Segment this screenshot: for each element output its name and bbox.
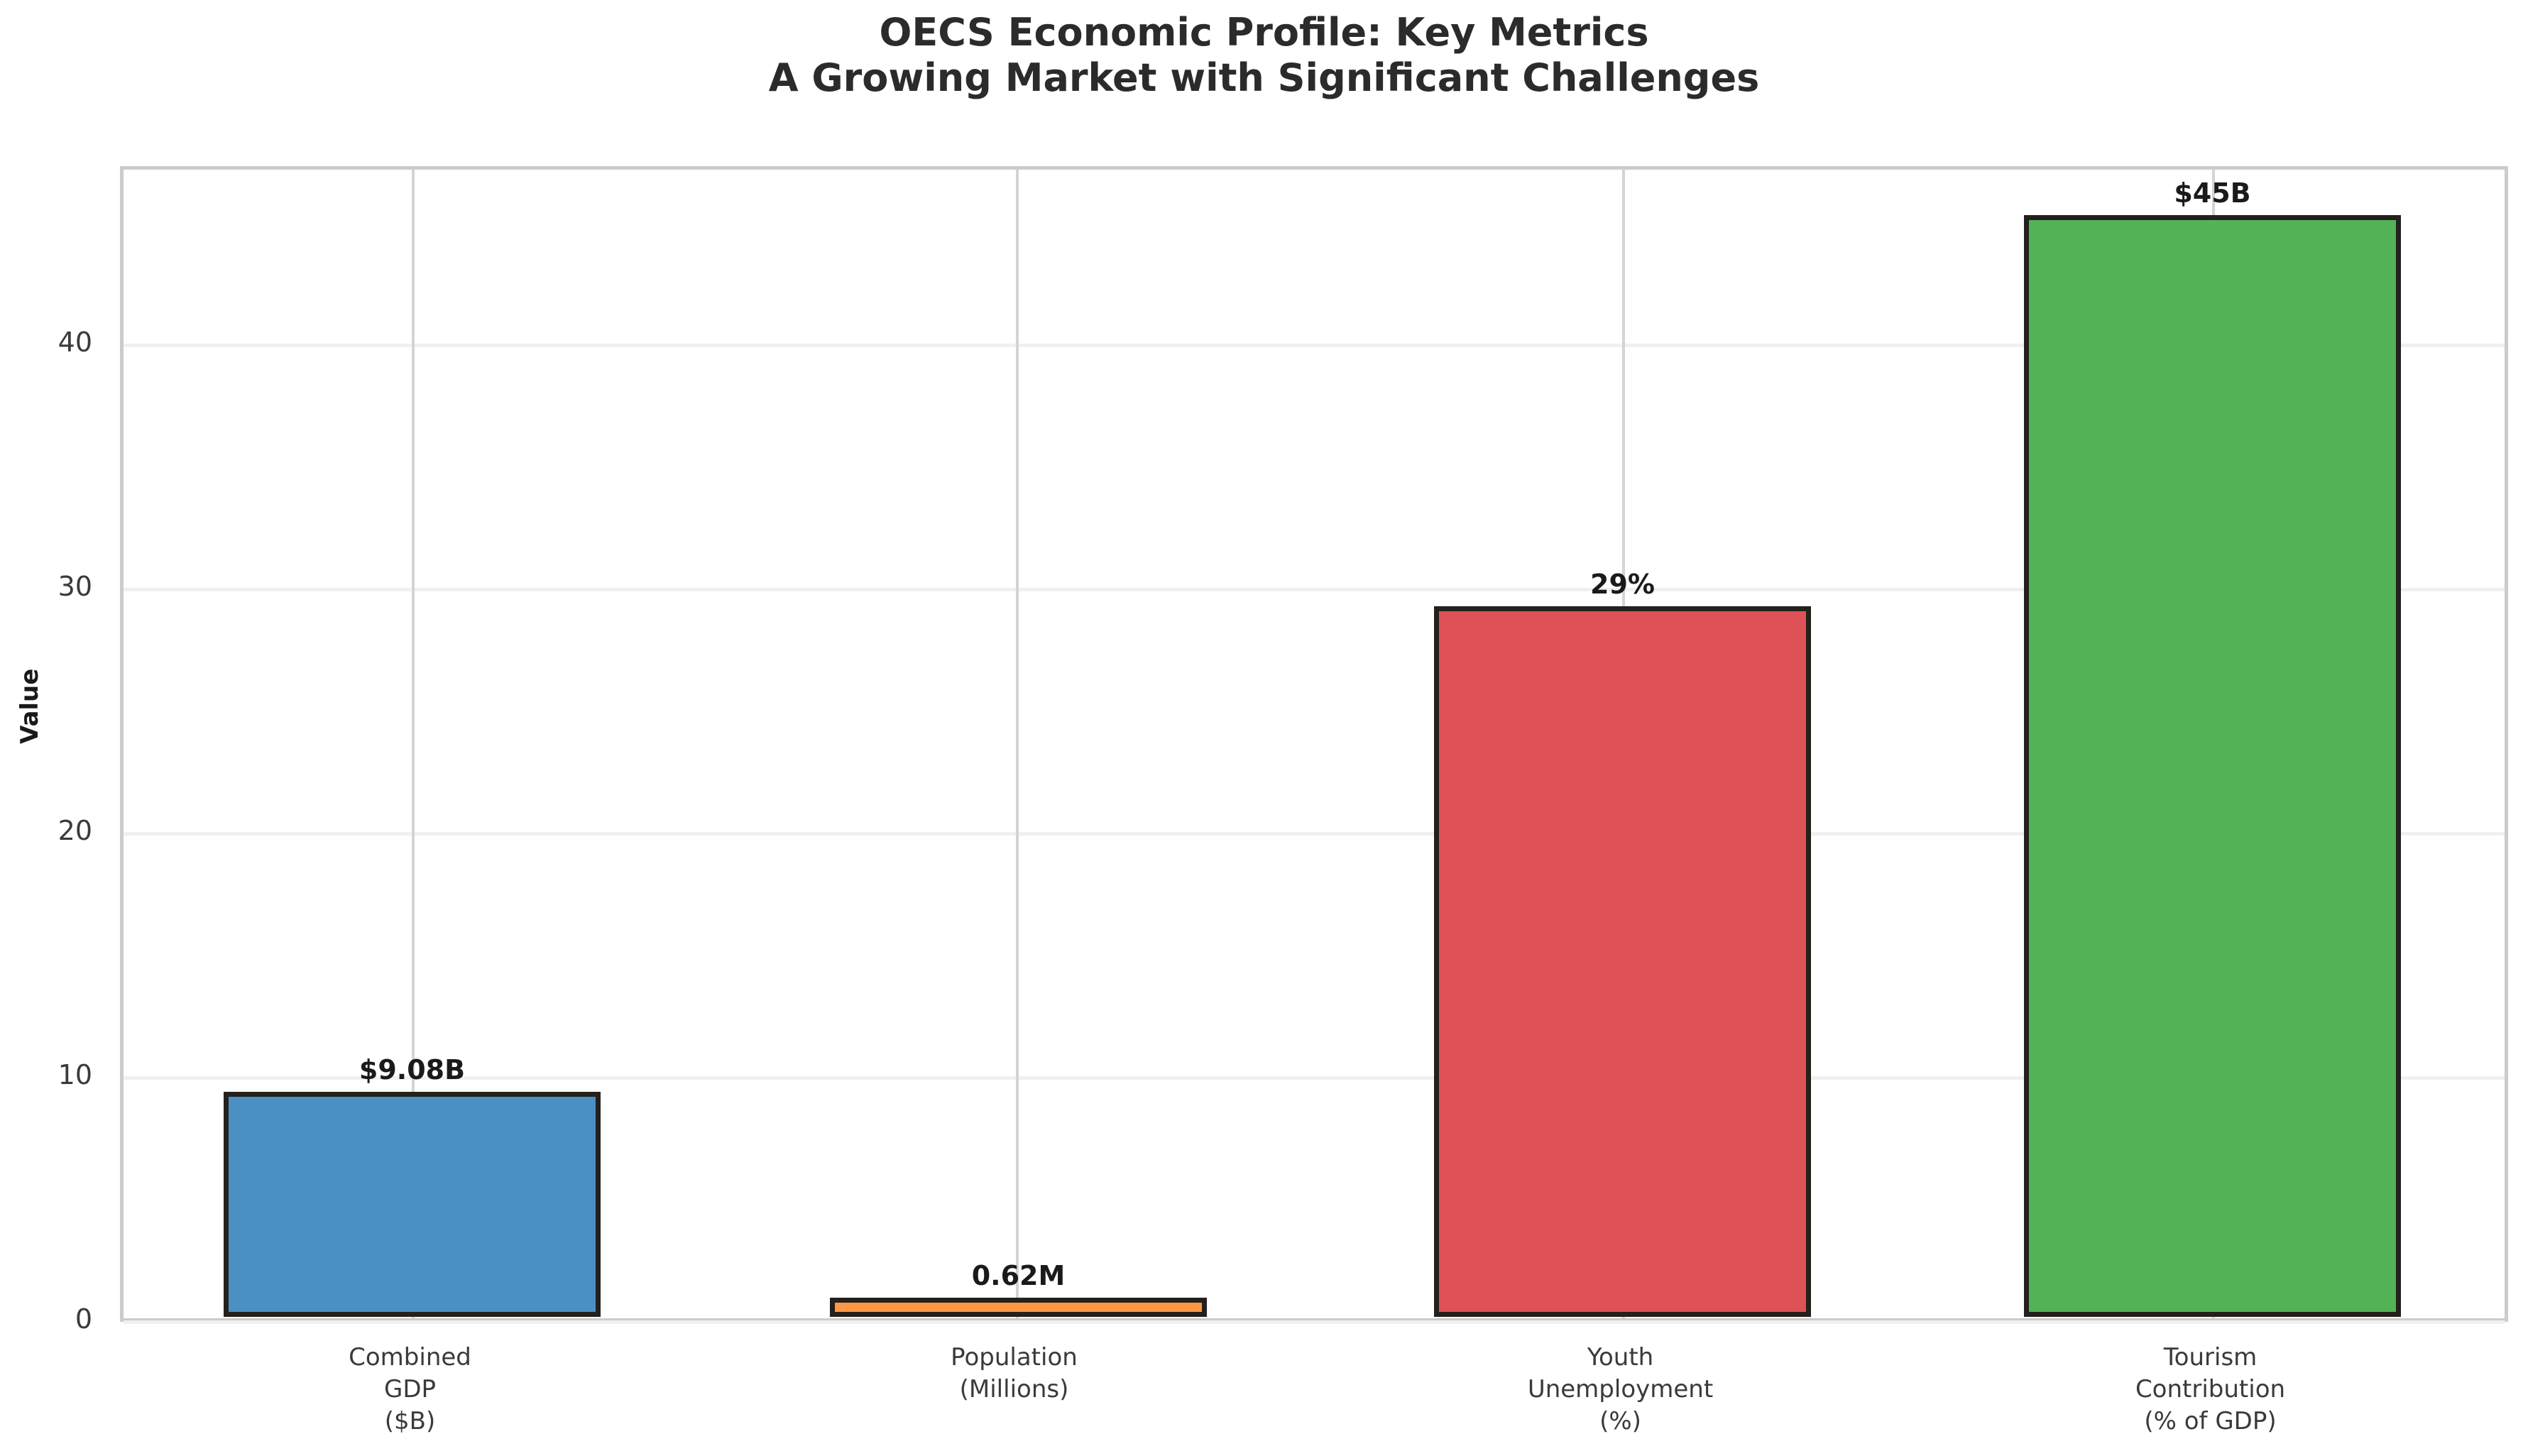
x-tick-label-combined-gdp: Combined GDP ($B): [221, 1342, 598, 1438]
x-tick-line-1: Combined: [349, 1343, 471, 1372]
x-tick-line-1: Youth: [1587, 1343, 1654, 1372]
y-tick-label-0: 0: [75, 1303, 92, 1335]
gridline-y-40: [124, 344, 2505, 347]
x-tick-line-2: Contribution: [2135, 1375, 2286, 1404]
gridline-y-0: [124, 1320, 2505, 1324]
chart-title: OECS Economic Profile: Key Metrics A Gro…: [0, 0, 2528, 100]
x-tick-line-3: (%): [1599, 1407, 1641, 1436]
bar-value-label-tourism-contribution: $45B: [2174, 177, 2251, 209]
plot-inner: $9.08B 0.62M 29% $45B: [124, 170, 2505, 1324]
y-tick-label-20: 20: [58, 815, 92, 846]
x-tick-line-2: Unemployment: [1527, 1375, 1714, 1404]
y-tick-label-30: 30: [58, 571, 92, 602]
bar-value-label-population: 0.62M: [971, 1260, 1066, 1291]
bar-value-label-youth-unemployment: 29%: [1590, 569, 1655, 600]
chart-title-line-2: A Growing Market with Significant Challe…: [768, 55, 1760, 100]
x-tick-line-1: Tourism: [2163, 1343, 2258, 1372]
x-tick-label-youth-unemployment: Youth Unemployment (%): [1432, 1342, 1809, 1438]
bar-youth-unemployment[interactable]: [1434, 606, 1811, 1317]
chart-title-line-1: OECS Economic Profile: Key Metrics: [879, 10, 1649, 55]
x-tick-line-1: Population: [951, 1343, 1078, 1372]
bar-tourism-contribution[interactable]: [2024, 215, 2401, 1317]
plot-area: $9.08B 0.62M 29% $45B: [120, 166, 2508, 1324]
gridline-y-10: [124, 1076, 2505, 1080]
gridline-x-1: [412, 170, 415, 1318]
x-tick-line-2: GDP: [383, 1375, 437, 1404]
gridline-y-30: [124, 588, 2505, 591]
gridline-x-2: [1016, 170, 1019, 1318]
y-axis-label: Value: [16, 668, 44, 744]
x-tick-line-3: ($B): [384, 1407, 436, 1436]
x-tick-line-2: (Millions): [959, 1375, 1069, 1404]
x-tick-label-population: Population (Millions): [826, 1342, 1203, 1406]
y-tick-label-40: 40: [58, 327, 92, 358]
x-tick-line-3: (% of GDP): [2144, 1407, 2277, 1436]
gridline-y-20: [124, 832, 2505, 836]
x-tick-label-tourism-contribution: Tourism Contribution (% of GDP): [2022, 1342, 2399, 1438]
bar-value-label-combined-gdp: $9.08B: [359, 1054, 466, 1085]
bar-combined-gdp[interactable]: [224, 1092, 601, 1317]
y-tick-label-10: 10: [58, 1059, 92, 1090]
bar-population[interactable]: [830, 1298, 1207, 1317]
